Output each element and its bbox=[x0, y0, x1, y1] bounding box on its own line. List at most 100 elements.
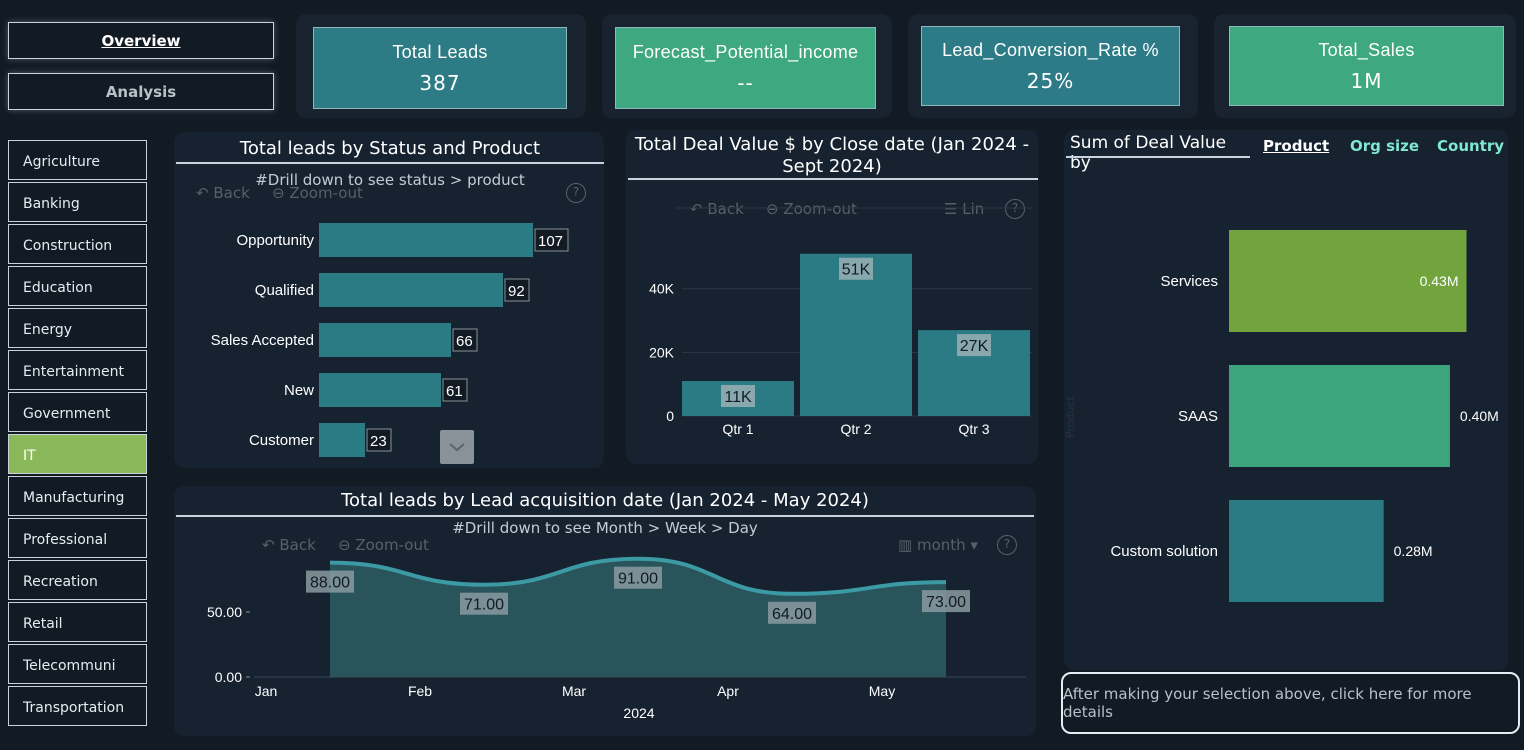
x-tick-label: Feb bbox=[408, 683, 432, 699]
area bbox=[330, 558, 946, 677]
slicer-item-energy[interactable]: Energy bbox=[8, 308, 147, 348]
expand-button[interactable] bbox=[440, 430, 474, 464]
data-label: 66 bbox=[456, 333, 473, 350]
slicer-item-construction[interactable]: Construction bbox=[8, 224, 147, 264]
month-dropdown[interactable]: ▥ month ▾ bbox=[898, 536, 978, 554]
slicer-item-transportation[interactable]: Transportation bbox=[8, 686, 147, 726]
bar bbox=[1229, 230, 1467, 332]
data-label: 107 bbox=[538, 233, 563, 250]
help-icon[interactable]: ? bbox=[997, 535, 1017, 555]
data-label-box bbox=[306, 570, 354, 593]
leads-chart-title: Total leads by Lead acquisition date (Ja… bbox=[341, 490, 869, 511]
deal-title-line1: Total Deal Value $ by Close date (Jan 20… bbox=[634, 134, 1030, 155]
zoom-out-button[interactable]: ⊖ Zoom-out bbox=[766, 200, 857, 218]
x-tick-label: Mar bbox=[562, 683, 586, 699]
tab-product[interactable]: Product bbox=[1263, 137, 1330, 155]
kpi-value: 1M bbox=[1350, 68, 1383, 93]
slicer-item-entertainment[interactable]: Entertainment bbox=[8, 350, 147, 390]
tab-country[interactable]: Country bbox=[1437, 137, 1505, 155]
kpi-title: Total Leads bbox=[392, 41, 488, 62]
data-label: 51K bbox=[842, 262, 871, 279]
category-label: Sales Accepted bbox=[211, 332, 314, 349]
data-label-box bbox=[721, 385, 755, 407]
data-label-box bbox=[957, 334, 991, 357]
data-label-box bbox=[922, 590, 970, 613]
data-label: 88.00 bbox=[310, 575, 350, 592]
data-label-box bbox=[442, 378, 468, 402]
details-button[interactable]: After making your selection above, click… bbox=[1061, 672, 1520, 734]
zoom-label: Zoom-out bbox=[355, 536, 429, 554]
category-label: Qualified bbox=[255, 282, 314, 299]
slicer-item-manufacturing[interactable]: Manufacturing bbox=[8, 476, 147, 516]
slicer-item-telecommuni[interactable]: Telecommuni bbox=[8, 644, 147, 684]
category-label: SAAS bbox=[1178, 408, 1218, 425]
bar bbox=[319, 373, 441, 407]
product-bar-chart: Services 0.43M SAAS 0.40M Custom solution 0.2… bbox=[1110, 230, 1499, 602]
back-label: Back bbox=[707, 200, 744, 218]
status-chart-title: Total leads by Status and Product bbox=[239, 138, 541, 159]
zoom-out-button[interactable]: ⊖ Zoom-out bbox=[272, 184, 363, 202]
bar bbox=[1229, 365, 1450, 467]
bar bbox=[319, 323, 451, 357]
slicer-item-government[interactable]: Government bbox=[8, 392, 147, 432]
back-button[interactable]: ↶ Back bbox=[690, 200, 744, 218]
slicer-item-banking[interactable]: Banking bbox=[8, 182, 147, 222]
slicer-item-retail[interactable]: Retail bbox=[8, 602, 147, 642]
x-tick-label: Apr bbox=[717, 683, 739, 699]
kpi-title: Total_Sales bbox=[1318, 39, 1415, 60]
slicer-item-professional[interactable]: Professional bbox=[8, 518, 147, 558]
overview-label: Overview bbox=[101, 31, 181, 50]
zoom-out-button[interactable]: ⊖ Zoom-out bbox=[338, 536, 429, 554]
category-label: Qtr 2 bbox=[840, 421, 871, 437]
analysis-label: Analysis bbox=[105, 82, 177, 101]
data-label-box bbox=[504, 278, 530, 302]
details-label: After making your selection above, click… bbox=[1063, 685, 1472, 721]
leads-area-chart: 0.00 50.00 88.00 71.00 91.00 64.00 73.00 Jan Feb… bbox=[207, 556, 1026, 721]
data-label-box bbox=[452, 328, 478, 352]
category-label: Customer bbox=[249, 432, 314, 449]
data-label-box bbox=[839, 257, 873, 280]
kpi-value: -- bbox=[737, 70, 754, 95]
back-button[interactable]: ↶ Back bbox=[196, 184, 250, 202]
data-label-box bbox=[614, 566, 662, 589]
slicer-item-recreation[interactable]: Recreation bbox=[8, 560, 147, 600]
slicer-item-education[interactable]: Education bbox=[8, 266, 147, 306]
data-label-box bbox=[534, 228, 569, 252]
back-button[interactable]: ↶ Back bbox=[262, 536, 316, 554]
series-line bbox=[329, 556, 947, 596]
data-label: 23 bbox=[370, 433, 387, 450]
slicer-item-it[interactable]: IT bbox=[8, 434, 147, 474]
category-label: Qtr 1 bbox=[722, 421, 753, 437]
title-divider bbox=[176, 515, 1034, 517]
category-label: Custom solution bbox=[1110, 543, 1218, 560]
category-label: Qtr 3 bbox=[958, 421, 989, 437]
line-toggle[interactable]: ☰ Lin bbox=[944, 200, 985, 218]
data-label: 71.00 bbox=[464, 597, 504, 614]
deal-chart-title: Total Deal Value $ by Close date (Jan 20… bbox=[626, 134, 1038, 178]
overview-button[interactable]: Overview bbox=[8, 22, 274, 59]
data-label: 11K bbox=[724, 389, 752, 406]
help-icon[interactable]: ? bbox=[566, 183, 586, 203]
analysis-button[interactable]: Analysis bbox=[8, 73, 274, 110]
zoom-label: Zoom-out bbox=[783, 200, 857, 218]
data-label: 27K bbox=[960, 338, 989, 355]
data-label-box bbox=[366, 428, 392, 452]
x-tick-label: Jan bbox=[255, 683, 278, 699]
tab-org-size[interactable]: Org size bbox=[1350, 137, 1420, 155]
chevron-down-icon bbox=[449, 443, 465, 452]
category-label: New bbox=[284, 382, 314, 399]
y-tick-label: 50.00 bbox=[207, 604, 242, 620]
back-label: Back bbox=[279, 536, 316, 554]
kpi-total-sales: Total_Sales 1M bbox=[1229, 26, 1504, 106]
month-label: month bbox=[916, 536, 966, 554]
kpi-value: 387 bbox=[419, 70, 461, 95]
data-label-box bbox=[460, 592, 508, 615]
slicer-item-agriculture[interactable]: Agriculture bbox=[8, 140, 147, 180]
data-label: 61 bbox=[446, 383, 463, 400]
data-label: 0.40M bbox=[1460, 408, 1499, 424]
kpi-title: Lead_Conversion_Rate % bbox=[942, 39, 1159, 60]
y-tick-label: 20K bbox=[649, 344, 675, 360]
kpi-forecast-income: Forecast_Potential_income -- bbox=[615, 27, 876, 109]
bar bbox=[800, 253, 912, 416]
category-label: Services bbox=[1160, 273, 1218, 290]
